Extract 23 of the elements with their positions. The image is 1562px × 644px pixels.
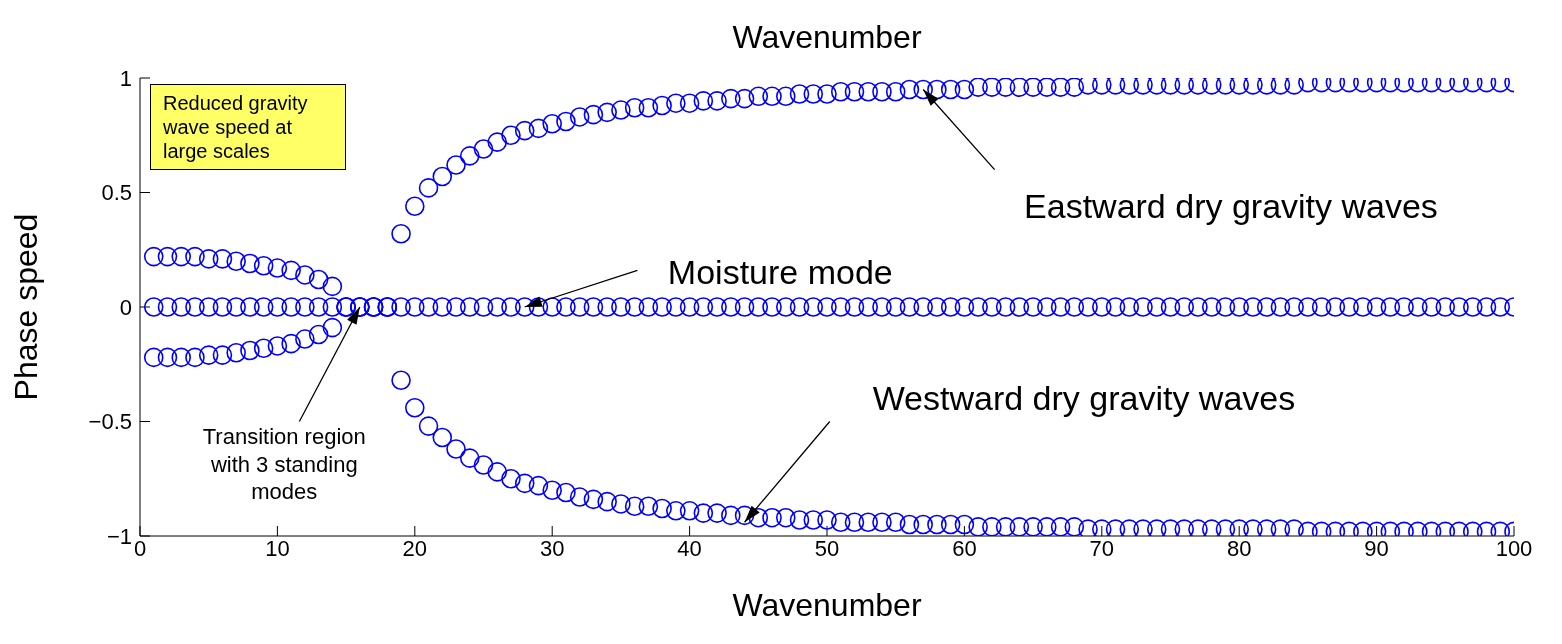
y-tick-label: 1 xyxy=(119,65,132,91)
annotation: Westward dry gravity waves xyxy=(872,379,1296,418)
annotation: Reduced gravity wave speed at large scales xyxy=(150,84,346,170)
x-tick-label: 10 xyxy=(265,535,290,561)
x-tick-label: 40 xyxy=(677,535,702,561)
y-tick-label: −1 xyxy=(106,523,132,549)
x-tick-label: 100 xyxy=(1495,535,1533,561)
y-tick-label: 0 xyxy=(119,294,132,320)
x-tick-label: 70 xyxy=(1089,535,1115,561)
annotation: Transition region with 3 standing modes xyxy=(202,424,366,505)
annotation: Eastward dry gravity waves xyxy=(1024,186,1438,225)
x-tick-label: 80 xyxy=(1226,535,1252,561)
x-axis-title: Wavenumber xyxy=(732,587,922,623)
x-tick-label: 60 xyxy=(952,535,977,561)
y-axis-title: Phase speed xyxy=(8,213,45,401)
chart-title: Wavenumber xyxy=(732,19,922,55)
x-tick-label: 50 xyxy=(814,535,840,561)
annotation: Moisture mode xyxy=(667,253,893,292)
x-tick-label: 20 xyxy=(402,535,428,561)
x-tick-label: 90 xyxy=(1364,535,1389,561)
y-tick-label: −0.5 xyxy=(88,409,132,435)
y-tick-label: 0.5 xyxy=(101,180,132,206)
x-tick-label: 30 xyxy=(539,535,565,561)
